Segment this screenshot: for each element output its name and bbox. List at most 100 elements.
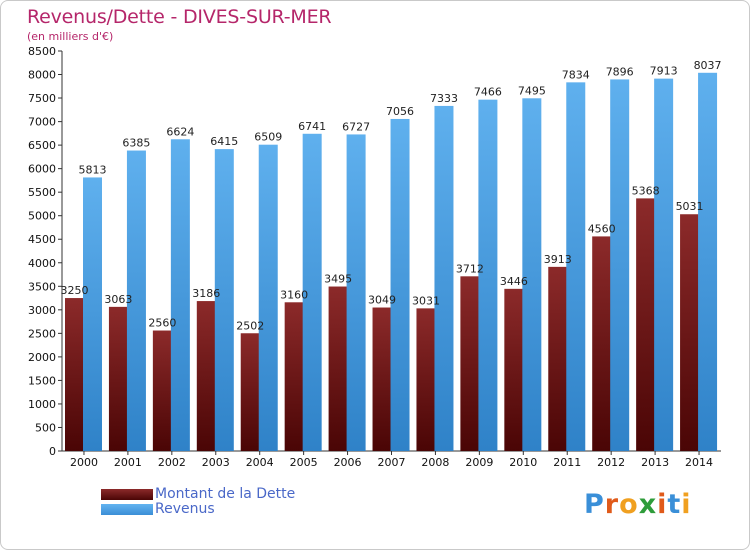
y-tick-label: 5000 [28, 210, 56, 223]
logo-letter: t [667, 489, 682, 520]
y-tick-label: 5500 [28, 186, 56, 199]
data-label-debt: 3712 [456, 262, 484, 275]
legend-label-revenue: Revenus [155, 501, 215, 517]
data-label-revenue: 7466 [474, 86, 502, 99]
bar-revenue [478, 99, 498, 452]
data-label-revenue: 7896 [606, 65, 634, 78]
x-tick-label: 2003 [202, 456, 230, 469]
data-label-debt: 3160 [280, 288, 308, 301]
bar-revenue [434, 105, 454, 451]
bar-revenue [214, 149, 234, 451]
bar-debt [372, 307, 392, 451]
data-label-revenue: 7333 [430, 92, 458, 105]
data-label-debt: 3031 [412, 294, 440, 307]
proxiti-logo: Proxiti [584, 489, 692, 520]
bar-debt [152, 330, 172, 451]
bar-revenue [522, 98, 542, 451]
x-tick-label: 2005 [290, 456, 318, 469]
y-tick-label: 4500 [28, 233, 56, 246]
bar-revenue [698, 72, 718, 451]
y-tick-label: 7000 [28, 116, 56, 129]
bar-revenue [610, 79, 630, 452]
bar-debt [196, 301, 216, 451]
data-label-debt: 3913 [544, 253, 572, 266]
logo-letter: i [657, 489, 668, 520]
y-tick-label: 1500 [28, 374, 56, 387]
data-label-debt: 3495 [324, 273, 352, 286]
x-tick-label: 2002 [158, 456, 186, 469]
data-label-debt: 5368 [632, 184, 660, 197]
bar-revenue [390, 118, 410, 451]
data-label-debt: 3186 [192, 287, 220, 300]
x-tick-label: 2007 [378, 456, 406, 469]
bar-debt [460, 276, 480, 451]
data-label-revenue: 6741 [298, 120, 326, 133]
bar-debt [240, 333, 260, 451]
bar-revenue [302, 133, 322, 451]
x-tick-label: 2009 [465, 456, 493, 469]
bar-revenue [654, 78, 674, 451]
bar-debt [680, 214, 700, 451]
bar-debt [636, 198, 656, 451]
x-tick-label: 2013 [641, 456, 669, 469]
x-tick-label: 2012 [597, 456, 625, 469]
x-tick-label: 2010 [509, 456, 537, 469]
y-tick-label: 2500 [28, 327, 56, 340]
bar-debt [65, 298, 84, 451]
bar-revenue [566, 82, 586, 451]
x-tick-label: 2004 [246, 456, 274, 469]
y-tick-label: 4000 [28, 257, 56, 270]
x-tick-label: 2006 [334, 456, 362, 469]
bar-revenue [258, 144, 278, 451]
bar-revenue [346, 134, 366, 451]
y-tick-label: 6500 [28, 139, 56, 152]
bar-debt [108, 306, 128, 451]
x-tick-label: 2008 [421, 456, 449, 469]
bar-debt [548, 266, 568, 451]
legend-label-debt: Montant de la Dette [155, 486, 296, 502]
data-label-revenue: 6385 [122, 137, 150, 150]
x-tick-label: 2000 [70, 456, 98, 469]
data-label-revenue: 7495 [518, 84, 546, 97]
data-label-debt: 3063 [104, 293, 132, 306]
bar-debt [284, 302, 304, 451]
bar-debt [504, 288, 524, 451]
data-label-debt: 3049 [368, 294, 396, 307]
logo-letter: o [619, 489, 639, 520]
data-label-revenue: 6415 [210, 135, 238, 148]
data-label-revenue: 5813 [79, 163, 107, 176]
bar-debt [328, 286, 348, 451]
x-tick-label: 2011 [553, 456, 581, 469]
data-label-debt: 3446 [500, 275, 528, 288]
legend-swatch-revenue [101, 504, 153, 515]
y-tick-label: 1000 [28, 398, 56, 411]
data-label-debt: 2502 [236, 319, 264, 332]
data-label-revenue: 7913 [650, 65, 678, 78]
x-tick-label: 2014 [685, 456, 713, 469]
bars [65, 72, 718, 452]
y-tick-label: 3500 [28, 280, 56, 293]
y-tick-label: 8500 [28, 45, 56, 58]
data-label-revenue: 7056 [386, 105, 414, 118]
data-label-revenue: 6624 [166, 125, 194, 138]
chart-subtitle: (en milliers d'€) [27, 30, 114, 43]
y-tick-label: 6000 [28, 163, 56, 176]
bar-debt [592, 236, 612, 451]
data-label-debt: 3250 [61, 284, 89, 297]
y-tick-label: 8000 [28, 69, 56, 82]
data-label-revenue: 6727 [342, 120, 370, 133]
bar-revenue [170, 139, 190, 451]
data-label-revenue: 7834 [562, 68, 590, 81]
x-tick-label: 2001 [114, 456, 142, 469]
y-tick-label: 0 [49, 445, 56, 458]
y-tick-label: 7500 [28, 92, 56, 105]
logo-letter: r [604, 489, 620, 520]
y-tick-label: 500 [35, 421, 56, 434]
data-labels: 3250 5813 3063 6385 2560 6624 3186 6415 2502 6509… [61, 59, 722, 332]
data-label-revenue: 6509 [254, 131, 282, 144]
data-label-revenue: 8037 [694, 59, 722, 72]
y-tick-label: 3000 [28, 304, 56, 317]
bar-revenue [126, 150, 146, 451]
